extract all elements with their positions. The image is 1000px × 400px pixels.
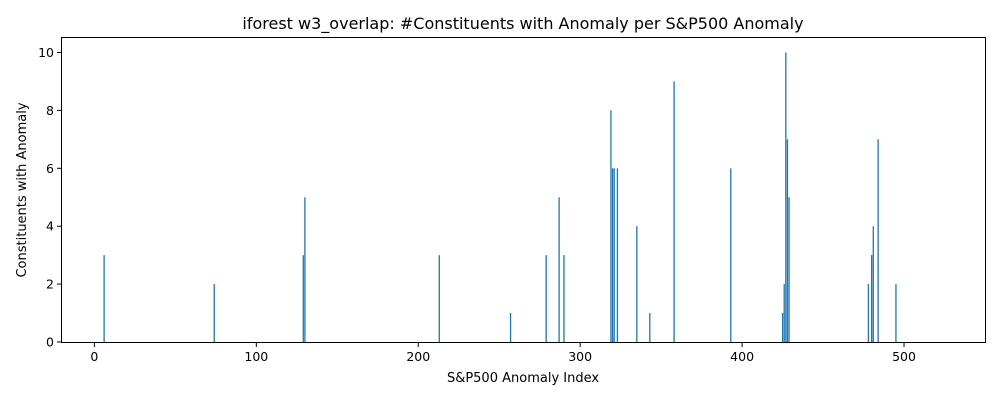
bar-335	[636, 226, 638, 342]
chart-title: iforest w3_overlap: #Constituents with A…	[242, 14, 803, 34]
y-tick-label: 0	[46, 335, 54, 350]
x-tick-label: 100	[244, 349, 268, 364]
bar-130	[304, 197, 306, 342]
y-tick-label: 2	[46, 277, 54, 292]
x-tick-label: 200	[406, 349, 430, 364]
y-tick-label: 4	[46, 219, 54, 234]
y-axis-label: Constituents with Anomaly	[15, 102, 30, 277]
bar-319	[610, 110, 612, 342]
bar-478	[867, 284, 870, 342]
bar-323	[616, 168, 619, 342]
bar-480	[871, 255, 873, 342]
bar-481	[872, 226, 874, 342]
x-tick-label: 400	[730, 349, 754, 364]
bar-428	[786, 139, 789, 342]
bar-427	[785, 52, 787, 342]
y-tick-label: 10	[38, 45, 54, 60]
x-tick-label: 300	[568, 349, 592, 364]
y-tick-label: 6	[46, 161, 54, 176]
bar-320	[611, 168, 614, 342]
bar-484	[877, 139, 879, 342]
bar-429	[788, 197, 790, 342]
bar-495	[895, 284, 897, 342]
bar-343	[649, 313, 651, 342]
bar-257	[509, 313, 512, 342]
bar-74	[213, 284, 215, 342]
bar-425	[781, 313, 784, 342]
bar-321	[613, 168, 615, 342]
y-axis-ticks: 0 2 4 6 8 10	[38, 45, 62, 350]
y-tick-label: 8	[46, 103, 54, 118]
x-axis-ticks: 0 100 200 300 400 500	[90, 342, 916, 364]
x-tick-label: 500	[892, 349, 916, 364]
bar-426	[783, 284, 785, 342]
bar-358	[673, 81, 675, 343]
bars-group	[103, 52, 897, 343]
bar-6	[103, 255, 105, 342]
x-tick-label: 0	[90, 349, 98, 364]
bar-279	[545, 255, 547, 342]
bar-129	[302, 255, 304, 342]
plot-frame	[61, 37, 986, 343]
bar-393	[730, 168, 732, 342]
bar-213	[438, 255, 440, 342]
x-axis-label: S&P500 Anomaly Index	[447, 371, 599, 386]
bar-287	[558, 197, 560, 342]
bar-290	[563, 255, 565, 342]
